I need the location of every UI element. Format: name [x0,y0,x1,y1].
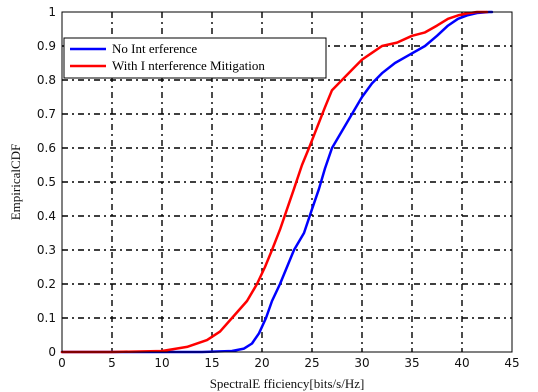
series-layer [60,10,494,354]
y-tick-label: 0.6 [37,141,56,155]
legend-label-no-interference: No Int erference [112,41,197,56]
y-axis-label: EmpiricalCDF [8,144,23,221]
x-tick-label: 5 [108,356,116,370]
x-tick-label: 25 [304,356,319,370]
y-tick-label: 0.2 [37,277,56,291]
y-tick-label: 0.4 [37,209,56,223]
x-tick-label: 35 [404,356,419,370]
x-tick-label: 10 [154,356,169,370]
x-tick-label: 45 [504,356,519,370]
x-tick-label: 0 [58,356,66,370]
y-tick-label: 0.1 [37,311,56,325]
y-tick-label: 0 [48,345,56,359]
y-tick-label: 0.3 [37,243,56,257]
legend-box [63,37,327,79]
x-tick-label: 40 [454,356,469,370]
tick-layer: 0 5 10 15 20 25 30 35 40 45 0 0.1 0.2 0.3 0.4 0.5 0.6 0.7… [37,5,520,370]
y-tick-label: 0.7 [37,107,56,121]
legend-label-with-interference-mitigation: With I nterference Mitigation [112,58,265,73]
x-tick-label: 30 [354,356,369,370]
series-line-no-interference [60,10,494,354]
y-tick-label: 0.5 [37,175,56,189]
y-tick-label: 1 [48,5,56,19]
series-line-with-interference-mitigation [60,10,489,354]
x-tick-label: 20 [254,356,269,370]
x-tick-label: 15 [204,356,219,370]
x-axis-label: SpectralE fficiency[bits/s/Hz] [210,376,365,391]
y-tick-label: 0.9 [37,39,56,53]
y-tick-label: 0.8 [37,73,56,87]
legend: No Int erference With I nterference Miti… [63,37,327,79]
plot-frame [61,11,513,353]
